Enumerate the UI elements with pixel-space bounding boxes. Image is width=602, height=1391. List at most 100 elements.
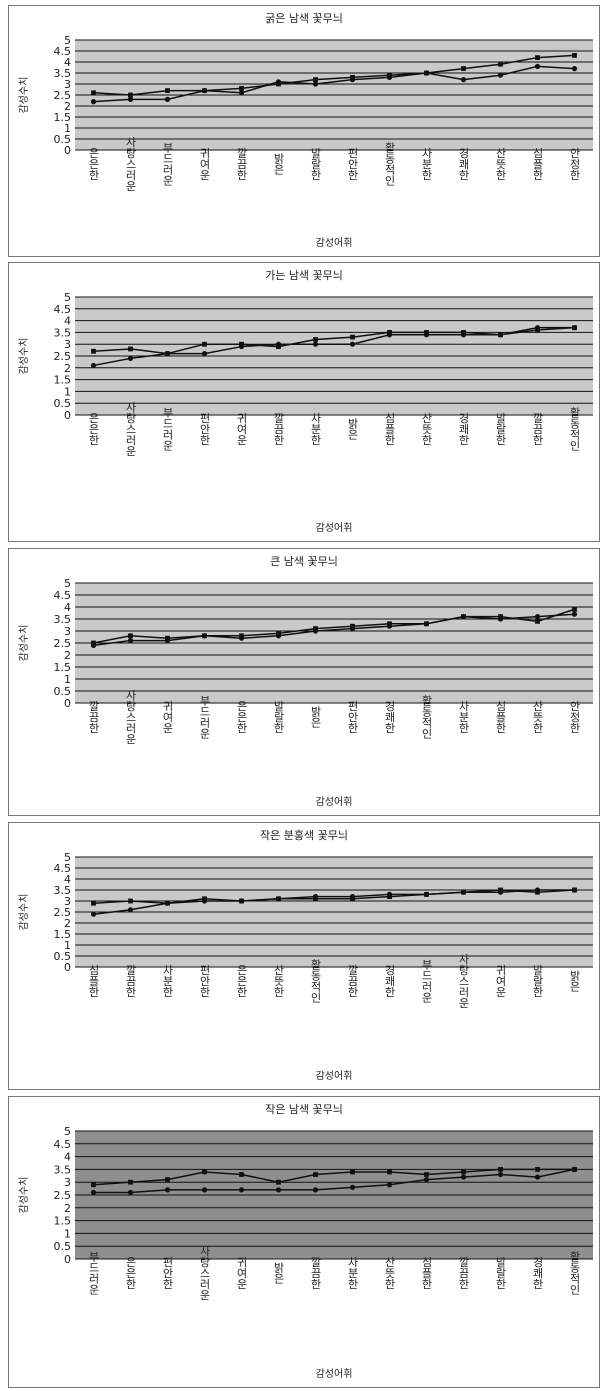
category-label: 경쾌한 <box>383 700 396 733</box>
series-2-point <box>313 626 318 631</box>
series-1-point <box>127 1189 134 1196</box>
category-label: 심플한 <box>494 700 507 733</box>
category-label: 귀여운 <box>198 147 211 180</box>
category-label: 밝은 <box>346 418 359 440</box>
series-2-line <box>93 608 575 644</box>
category-label: 경쾌한 <box>457 412 470 445</box>
series-2-point <box>276 344 281 349</box>
series-2-point <box>239 341 244 347</box>
category-label: 부드러운 <box>161 142 174 186</box>
series-2-point <box>165 1177 170 1183</box>
category-label: 부드러운 <box>420 959 433 1003</box>
series-2-point <box>128 898 133 904</box>
category-label: 심플한 <box>531 147 544 180</box>
x-axis-label: 감성어휘 <box>316 796 353 808</box>
series-2-point <box>91 90 96 96</box>
x-axis-label: 감성어휘 <box>316 1368 353 1380</box>
y-tick-label: 4 <box>64 873 71 886</box>
category-label: 깔끔한 <box>272 411 285 445</box>
series-1-point <box>127 355 134 361</box>
y-tick-label: 1 <box>64 122 71 135</box>
category-label: 귀여운 <box>235 412 248 445</box>
category-label: 깔끔한 <box>457 1255 470 1289</box>
y-tick-label: 4.5 <box>54 1138 72 1151</box>
series-2-point <box>572 887 577 893</box>
series-1-point <box>534 614 541 620</box>
category-label: 차분한 <box>161 964 174 997</box>
chart-title: 굵은 남색 꽃무늬 <box>265 12 343 25</box>
category-label: 심플한 <box>87 964 100 997</box>
series-2-point <box>276 81 281 87</box>
series-2-point <box>165 635 170 641</box>
y-tick-label: 4 <box>64 315 71 328</box>
series-2-point <box>498 332 503 338</box>
series-1-point <box>534 63 541 69</box>
series-2-point <box>424 892 429 897</box>
series-1-point <box>238 90 245 96</box>
category-label: 심플한 <box>420 1256 433 1289</box>
series-2-point <box>461 889 466 895</box>
category-label: 편안한 <box>346 700 359 733</box>
y-axis-label: 감성수치 <box>18 77 30 114</box>
y-tick-label: 4.5 <box>54 303 72 316</box>
series-2-point <box>128 1179 133 1185</box>
category-label: 안정한 <box>568 700 581 733</box>
series-2-point <box>239 86 244 91</box>
series-2-point <box>535 619 540 624</box>
series-2-point <box>424 621 429 627</box>
y-tick-label: 5 <box>64 34 71 47</box>
series-1-point <box>497 1171 504 1178</box>
category-label: 차분한 <box>309 412 322 445</box>
series-1-point <box>312 1187 319 1193</box>
y-tick-label: 1.5 <box>54 1215 72 1228</box>
category-label: 차분한 <box>346 1256 359 1289</box>
y-tick-label: 3.5 <box>54 613 72 626</box>
series-1-point <box>201 1187 208 1193</box>
series-2-point <box>91 1182 96 1188</box>
series-1-point <box>127 638 134 644</box>
series-2-point <box>165 351 170 357</box>
y-tick-label: 0.5 <box>54 1240 72 1253</box>
y-tick-label: 4 <box>64 56 71 69</box>
series-1-line <box>93 1168 575 1194</box>
y-tick-label: 4 <box>64 601 71 614</box>
category-label: 편안한 <box>198 412 211 445</box>
series-2-line <box>93 54 575 96</box>
category-label: 은은한 <box>124 1256 137 1289</box>
y-tick-label: 2.5 <box>54 1189 72 1202</box>
series-1-point <box>571 611 578 617</box>
y-tick-label: 3 <box>64 1176 71 1189</box>
chart-panel: 작은 분홍색 꽃무늬 0 0.5 1 1.5 2 2.5 3 3.5 4 4.5 5 감성수치 심플한 깔끔… <box>8 822 600 1090</box>
series-2-point <box>498 61 503 67</box>
category-label: 깔끔한 <box>235 146 248 180</box>
y-tick-label: 1 <box>64 939 71 952</box>
series-2-point <box>313 77 318 82</box>
category-label: 부드러운 <box>198 695 211 739</box>
category-label: 깔끔한 <box>87 699 100 733</box>
chart-title: 작은 남색 꽃무늬 <box>265 1103 343 1116</box>
series-1-point <box>312 81 319 87</box>
category-label: 부드러운 <box>87 1251 100 1295</box>
category-label: 편안한 <box>346 147 359 180</box>
y-tick-label: 3.5 <box>54 884 72 897</box>
series-2-point <box>313 337 318 342</box>
series-2-point <box>498 1167 503 1172</box>
series-1-point <box>349 341 356 347</box>
series-2-point <box>424 330 429 335</box>
series-1-point <box>127 907 134 913</box>
category-label: 편안한 <box>161 1256 174 1289</box>
y-tick-label: 3.5 <box>54 67 72 80</box>
chart-title: 가는 남색 꽃무늬 <box>265 269 343 282</box>
series-2-point <box>276 631 281 636</box>
category-label: 활동적인 <box>309 958 322 1003</box>
y-tick-label: 5 <box>64 291 71 304</box>
series-2-point <box>572 53 577 58</box>
series-2-point <box>572 325 577 331</box>
category-label: 경쾌한 <box>383 964 396 997</box>
y-tick-label: 0 <box>64 409 71 422</box>
category-label: 귀여운 <box>161 700 174 733</box>
series-1-point <box>164 96 171 102</box>
category-label: 깔끔한 <box>124 963 137 997</box>
